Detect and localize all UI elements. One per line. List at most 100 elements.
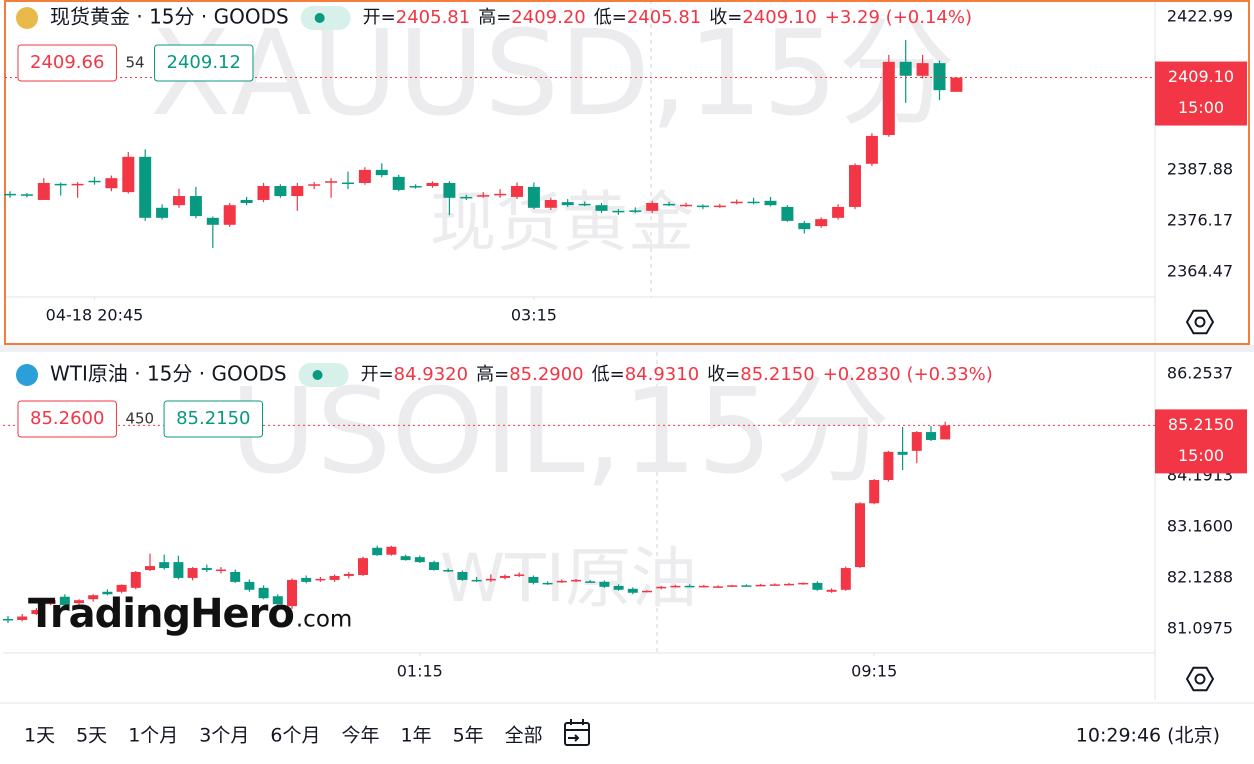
range-button[interactable]: 1个月 (128, 725, 178, 747)
ohlc-value: 2409.20 (511, 7, 585, 28)
candle-body (315, 578, 326, 581)
y-tick-label: 2376.17 (1167, 211, 1233, 230)
candle-body (933, 63, 946, 91)
settings-icon[interactable] (1185, 666, 1215, 692)
candle-body (613, 585, 624, 590)
candle-body (769, 584, 780, 586)
x-tick-label: 03:15 (511, 306, 557, 325)
bid[interactable]: 2409.66 (30, 52, 104, 73)
candle-body (950, 77, 963, 92)
candle-body (223, 205, 236, 225)
candle-body (257, 186, 270, 200)
ohlc-value: 2409.10 (742, 7, 816, 28)
spread: 450 (125, 410, 154, 428)
candle-body (477, 195, 490, 197)
candle-body (471, 579, 482, 582)
candle-body (646, 203, 659, 211)
candle-body (145, 566, 155, 571)
settings-icon-center[interactable] (1194, 316, 1206, 328)
x-tick-label: 01:15 (397, 662, 443, 681)
candle-body (187, 568, 198, 578)
last-price: 2409.10 (1168, 67, 1234, 86)
settings-icon[interactable] (1185, 309, 1215, 335)
ask-box[interactable] (163, 400, 264, 438)
bid[interactable]: 85.2600 (30, 408, 104, 429)
candle-body (159, 562, 170, 569)
candle-body (528, 576, 539, 583)
candle-body (840, 568, 851, 590)
candle-body (54, 183, 67, 186)
logo-suffix: .com (296, 607, 352, 633)
candle-body (4, 193, 16, 196)
candle-body (826, 589, 837, 592)
ohlc-label: 高= (478, 7, 511, 28)
candle-body (642, 590, 652, 593)
ohlc-label: 开= (363, 7, 396, 28)
candle-body (244, 581, 255, 590)
candle-body (882, 61, 895, 136)
candle-body (578, 203, 591, 206)
candle-body (325, 181, 338, 183)
candle-body (230, 572, 241, 582)
market-status (300, 6, 351, 30)
spread: 54 (125, 54, 144, 72)
range-button[interactable]: 今年 (341, 725, 379, 747)
candle-body (130, 572, 141, 588)
candle-body (585, 581, 596, 583)
candle-body (409, 186, 422, 188)
candle-body (727, 585, 738, 587)
range-button[interactable]: 全部 (505, 725, 543, 747)
candle-body (684, 585, 695, 588)
ask[interactable]: 85.2150 (176, 408, 250, 429)
candle-body (88, 595, 99, 600)
candle-body (258, 587, 269, 599)
ohlc-value: 2405.81 (396, 7, 470, 28)
candle-body (189, 196, 202, 217)
range-button[interactable]: 5天 (76, 725, 107, 747)
ohlc-label: 低= (592, 364, 625, 385)
candle-body (308, 184, 321, 186)
bid-box[interactable] (17, 400, 117, 438)
last-price: 85.2150 (1168, 415, 1234, 434)
candle-body (764, 200, 777, 206)
candle-body (240, 199, 253, 204)
ask-box[interactable] (154, 44, 254, 82)
candle-body (45, 600, 56, 605)
range-button[interactable]: 5年 (453, 725, 484, 747)
candle-body (414, 557, 425, 563)
y-tick-label: 83.1600 (1167, 517, 1233, 536)
candle-body (849, 165, 861, 207)
countdown: 15:00 (1178, 98, 1224, 117)
range-button[interactable]: 1天 (24, 725, 55, 747)
candle-body (730, 201, 743, 204)
watermark-name: WTI原油 (440, 540, 697, 617)
ohlc-label: 收= (707, 364, 740, 385)
symbol-icon (16, 364, 38, 386)
settings-icon-center[interactable] (1194, 673, 1206, 685)
last-price-tag (1155, 61, 1247, 126)
candle-body (629, 210, 642, 212)
x-tick-label: 09:15 (851, 662, 897, 681)
candle-body (372, 547, 383, 556)
candle-body (869, 480, 880, 504)
symbol-title: WTI原油 · 15分 · GOODS (50, 362, 287, 386)
candle-body (527, 186, 540, 208)
bid-box[interactable] (17, 44, 117, 82)
candle-body (59, 596, 70, 606)
y-tick-label: 81.0975 (1167, 618, 1233, 637)
candle-body (741, 585, 752, 587)
market-status-dot (312, 370, 323, 380)
candle-body (375, 169, 388, 176)
range-button[interactable]: 3个月 (199, 725, 249, 747)
candle-body (88, 180, 101, 183)
range-button[interactable]: 1年 (400, 725, 431, 747)
calendar-icon[interactable] (564, 719, 590, 746)
symbol-title: 现货黄金 · 15分 · GOODS (50, 5, 289, 29)
change: +0.2830 (+0.33%) (823, 364, 993, 385)
range-button[interactable]: 6个月 (270, 725, 320, 747)
ask[interactable]: 2409.12 (167, 52, 241, 73)
candle-body (940, 425, 951, 440)
candle-body (343, 573, 354, 576)
candle-body (31, 610, 42, 615)
